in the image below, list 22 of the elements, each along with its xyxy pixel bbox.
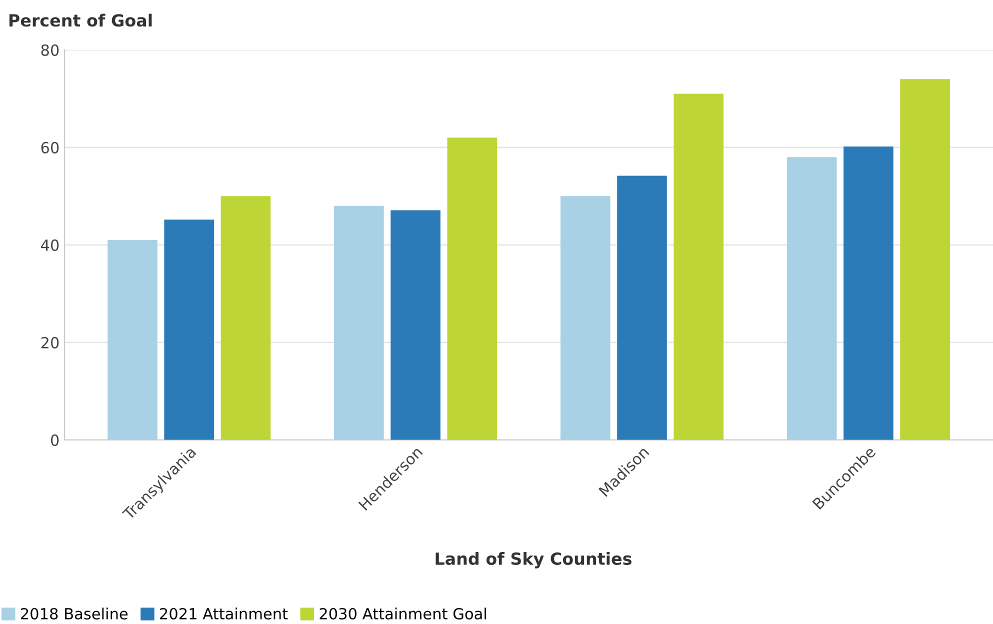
y-tick-label: 80 bbox=[41, 44, 59, 56]
legend-label: 2018 Baseline bbox=[20, 608, 128, 620]
y-tick-label: 40 bbox=[40, 239, 59, 251]
y-tick-label: 0 bbox=[50, 434, 59, 446]
bar bbox=[674, 94, 724, 440]
x-axis-title: Land of Sky Counties bbox=[436, 552, 632, 568]
bar bbox=[900, 79, 950, 440]
y-axis-title: Percent of Goal bbox=[9, 14, 152, 27]
bar bbox=[560, 196, 610, 440]
bar bbox=[108, 240, 158, 440]
bar bbox=[220, 196, 271, 440]
bar bbox=[334, 206, 384, 440]
bar bbox=[844, 146, 894, 440]
bar bbox=[164, 220, 214, 440]
bar bbox=[447, 138, 498, 440]
legend-label: 2021 Attainment bbox=[160, 608, 288, 620]
bar bbox=[786, 157, 837, 440]
legend-label: 2030 Attainment Goal bbox=[320, 608, 486, 620]
y-tick-label: 60 bbox=[41, 142, 59, 154]
y-tick-label: 20 bbox=[41, 336, 59, 348]
bar bbox=[617, 176, 667, 440]
bar bbox=[390, 210, 440, 440]
